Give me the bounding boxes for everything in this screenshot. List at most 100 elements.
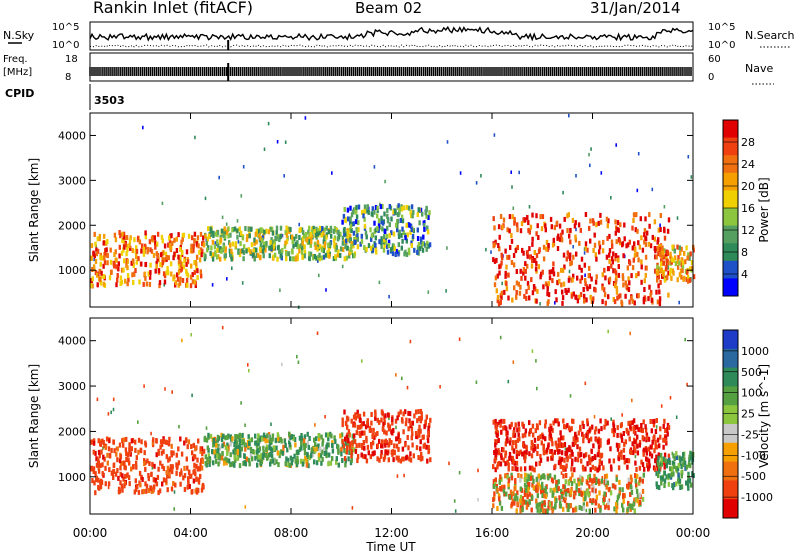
echo-cell xyxy=(569,503,572,509)
echo-cell xyxy=(603,496,606,502)
echo-cell xyxy=(653,236,656,242)
echo-cell xyxy=(644,242,648,248)
echo-cell xyxy=(672,258,675,263)
echo-cell xyxy=(335,459,338,465)
echo-cell xyxy=(608,458,611,464)
echo-cell xyxy=(314,423,316,427)
echo-cell xyxy=(340,432,344,438)
echo-cell xyxy=(526,478,529,484)
echo-cell xyxy=(327,229,330,235)
echo-cell xyxy=(587,273,590,279)
echo-cell xyxy=(439,385,441,389)
echo-cell xyxy=(248,461,251,467)
echo-cell xyxy=(427,290,430,294)
echo-cell xyxy=(195,241,199,247)
echo-cell xyxy=(95,462,99,468)
echo-cell xyxy=(291,234,294,240)
echo-cell xyxy=(513,500,516,506)
echo-cell xyxy=(383,211,386,217)
echo-cell xyxy=(593,429,597,435)
echo-cell xyxy=(688,255,691,261)
echo-cell xyxy=(631,265,635,271)
echo-cell xyxy=(101,462,104,468)
echo-cell xyxy=(602,500,605,506)
echo-cell xyxy=(209,250,212,256)
echo-cell xyxy=(396,474,399,478)
echo-cell xyxy=(552,237,555,243)
echo-cell xyxy=(572,418,575,424)
echo-cell xyxy=(122,247,125,253)
echo-cell xyxy=(526,215,529,220)
echo-cell xyxy=(599,219,603,225)
x-tick-label: 00:00 xyxy=(73,526,108,540)
echo-cell xyxy=(367,243,371,249)
echo-cell xyxy=(226,448,229,454)
echo-cell xyxy=(166,266,169,271)
echo-cell xyxy=(604,482,608,487)
echo-cell xyxy=(341,422,344,428)
echo-cell xyxy=(414,431,418,436)
echo-cell xyxy=(408,250,411,256)
echo-cell xyxy=(582,502,586,508)
echo-cell xyxy=(492,216,495,222)
echo-cell xyxy=(614,270,618,276)
echo-cell xyxy=(569,476,572,482)
echo-cell xyxy=(222,433,225,439)
echo-cell xyxy=(535,476,538,482)
velocity-ylabel: Slant Range [km] xyxy=(27,364,41,468)
echo-cell xyxy=(612,424,616,430)
echo-cell xyxy=(496,506,499,511)
echo-cell xyxy=(615,286,619,291)
echo-cell xyxy=(391,417,394,422)
echo-cell xyxy=(260,241,263,247)
echo-cell xyxy=(351,443,354,449)
echo-cell xyxy=(373,209,376,215)
echo-cell xyxy=(496,449,499,455)
echo-cell xyxy=(119,275,123,281)
echo-cell xyxy=(539,457,543,463)
echo-cell xyxy=(528,431,531,437)
echo-cell xyxy=(163,243,167,249)
echo-cell xyxy=(131,248,134,254)
echo-cell xyxy=(327,247,330,253)
echo-cell xyxy=(569,252,572,258)
echo-cell xyxy=(546,246,550,252)
echo-cell xyxy=(603,292,607,298)
echo-cell xyxy=(667,270,670,276)
echo-cell xyxy=(446,140,449,144)
echo-cell xyxy=(561,443,565,448)
echo-cell xyxy=(343,409,346,415)
echo-cell xyxy=(350,249,353,255)
echo-cell xyxy=(195,489,199,495)
echo-cell xyxy=(270,422,272,426)
echo-cell xyxy=(171,469,174,475)
echo-cell xyxy=(659,249,662,255)
echo-cell xyxy=(386,213,389,219)
echo-cell xyxy=(388,294,390,299)
echo-cell xyxy=(393,208,397,214)
echo-cell xyxy=(663,470,666,476)
echo-cell xyxy=(537,477,540,483)
echo-cell xyxy=(116,457,119,463)
echo-cell xyxy=(496,273,499,279)
echo-cell xyxy=(342,443,346,449)
echo-cell xyxy=(300,440,303,446)
echo-cell xyxy=(132,262,135,268)
echo-cell xyxy=(291,249,294,255)
echo-cell xyxy=(214,231,218,237)
echo-cell xyxy=(545,246,548,252)
echo-cell xyxy=(390,247,393,253)
echo-cell xyxy=(384,438,388,444)
echo-cell xyxy=(492,479,496,484)
echo-cell xyxy=(550,437,553,443)
echo-cell xyxy=(226,457,229,463)
echo-cell xyxy=(509,440,512,446)
echo-cell xyxy=(244,461,247,467)
echo-cell xyxy=(680,456,684,462)
echo-cell xyxy=(584,212,588,217)
echo-cell xyxy=(564,491,568,497)
echo-cell xyxy=(582,424,585,429)
echo-cell xyxy=(120,279,124,285)
echo-cell xyxy=(134,439,137,445)
echo-cell xyxy=(539,302,541,306)
